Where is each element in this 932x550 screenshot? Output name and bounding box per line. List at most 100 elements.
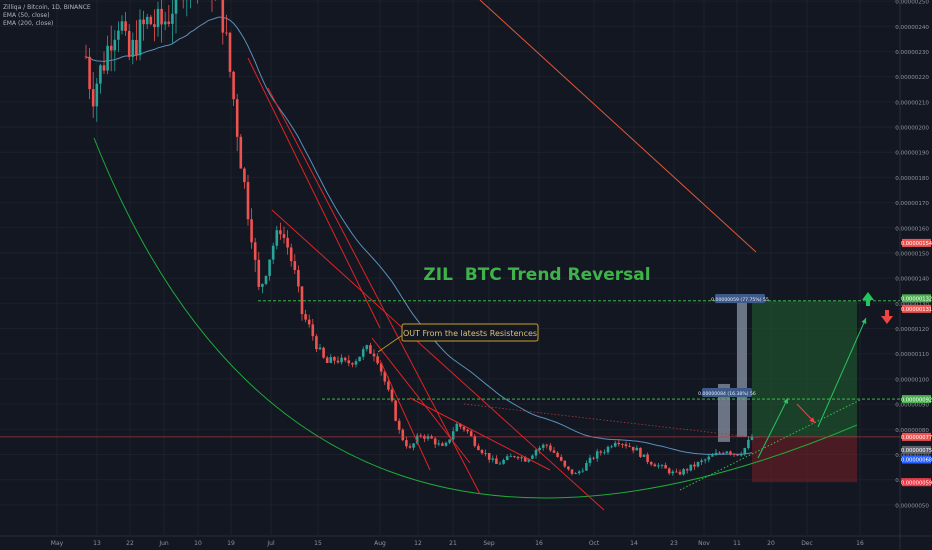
candle-body [459,423,462,427]
candle-body [581,470,585,472]
candle-body [347,360,351,364]
time-tick-label: 15 [314,540,322,547]
candle-body [394,400,397,421]
candle-body [253,242,257,260]
candles [84,0,754,476]
target-zone [752,300,857,437]
candle-body [700,460,703,463]
candle-body [361,349,365,357]
descending-trendline [247,57,381,329]
time-tick-label: 11 [733,540,741,547]
time-tick-label: 10 [194,540,202,547]
price-tick-label: 0.00000180 [895,176,929,182]
time-tick-label: Aug [374,540,386,547]
projection-target-arrow-head [861,318,867,324]
candle-body [318,347,322,350]
candle-body [95,83,99,107]
candle-body [221,0,225,33]
candle-body [325,357,329,363]
ema50-line [85,16,753,455]
candle-body [610,446,613,448]
candle-body [419,435,423,437]
candle-body [667,468,671,474]
measure-label: 0.00000084 (16.38%) 56 [698,391,756,397]
candle-body [401,429,405,441]
candle-body [729,451,732,454]
position-zones [718,300,857,483]
price-tick-label: 0.00000230 [895,50,929,56]
candle-body [718,452,721,454]
candle-body [635,447,639,451]
measure-label-box [702,388,752,397]
price-tick-label: 0.00000190 [895,151,929,157]
candle-body [444,442,448,446]
time-tick-label: Dec [801,540,813,547]
price-badge [902,395,931,404]
price-badge [902,304,931,313]
price-tick-label: 0.00000120 [895,327,929,333]
candle-body [603,452,606,454]
candle-body [495,458,498,464]
candle-body [235,99,239,137]
candle-body [351,363,354,365]
candle-body [127,30,131,57]
callout-note[interactable]: OUT From the latests Resistences [401,323,539,342]
candle-body [163,21,167,25]
price-badge [902,478,931,487]
price-badge-label: 0.00000059 [901,480,932,486]
candle-body [545,444,549,446]
candle-body [415,435,419,444]
candle-body [174,0,178,14]
price-tick-label: 0.00000150 [895,251,929,257]
candle-body [232,71,235,100]
ema-lines [85,0,757,455]
drawings: 0.00000059 (77.75%) 55 0.00000084 (16.38%… [0,57,900,511]
candle-body [559,456,563,461]
candle-body [606,446,610,453]
candle-body [106,45,109,71]
candle-body [736,454,739,456]
candle-body [631,446,635,451]
candle-body [135,39,138,56]
measure-bar-1 [737,300,747,437]
candle-body [714,452,718,456]
price-tick-label: 0.00000140 [895,277,929,283]
candle-body [433,438,437,445]
candle-body [333,357,336,361]
price-badge [902,432,931,441]
candle-body [689,464,693,471]
candle-body [304,314,307,320]
candle-body [113,39,117,51]
time-tick-label: 14 [630,540,638,547]
ema200-line [479,0,757,253]
candle-body [675,471,678,473]
dotted-resistance [463,403,761,439]
time-tick-label: Oct [589,540,600,547]
measure-bar-2 [718,383,730,442]
candle-body [621,444,624,445]
candle-body [599,451,603,453]
time-tick-label: 16 [856,540,864,547]
candle-body [315,336,318,350]
price-badge-label: 0.00000075 [901,448,932,454]
time-tick-label: Nov [698,540,710,547]
candle-body [498,463,502,465]
candle-body [293,261,297,271]
projection-up-arrow [757,397,789,459]
candle-body [149,16,153,25]
candle-body [639,447,642,457]
candle-body [473,436,477,446]
candle-body [653,464,657,467]
candle-body [387,381,390,390]
candle-body [624,444,628,447]
candle-body [693,464,696,467]
price-tick-label: 0.00000090 [895,403,929,409]
candle-body [307,319,311,325]
candle-body [102,65,106,71]
measure-label: 0.00000059 (77.75%) 55 [711,297,769,303]
price-badge [902,294,931,303]
price-badge [902,455,931,464]
